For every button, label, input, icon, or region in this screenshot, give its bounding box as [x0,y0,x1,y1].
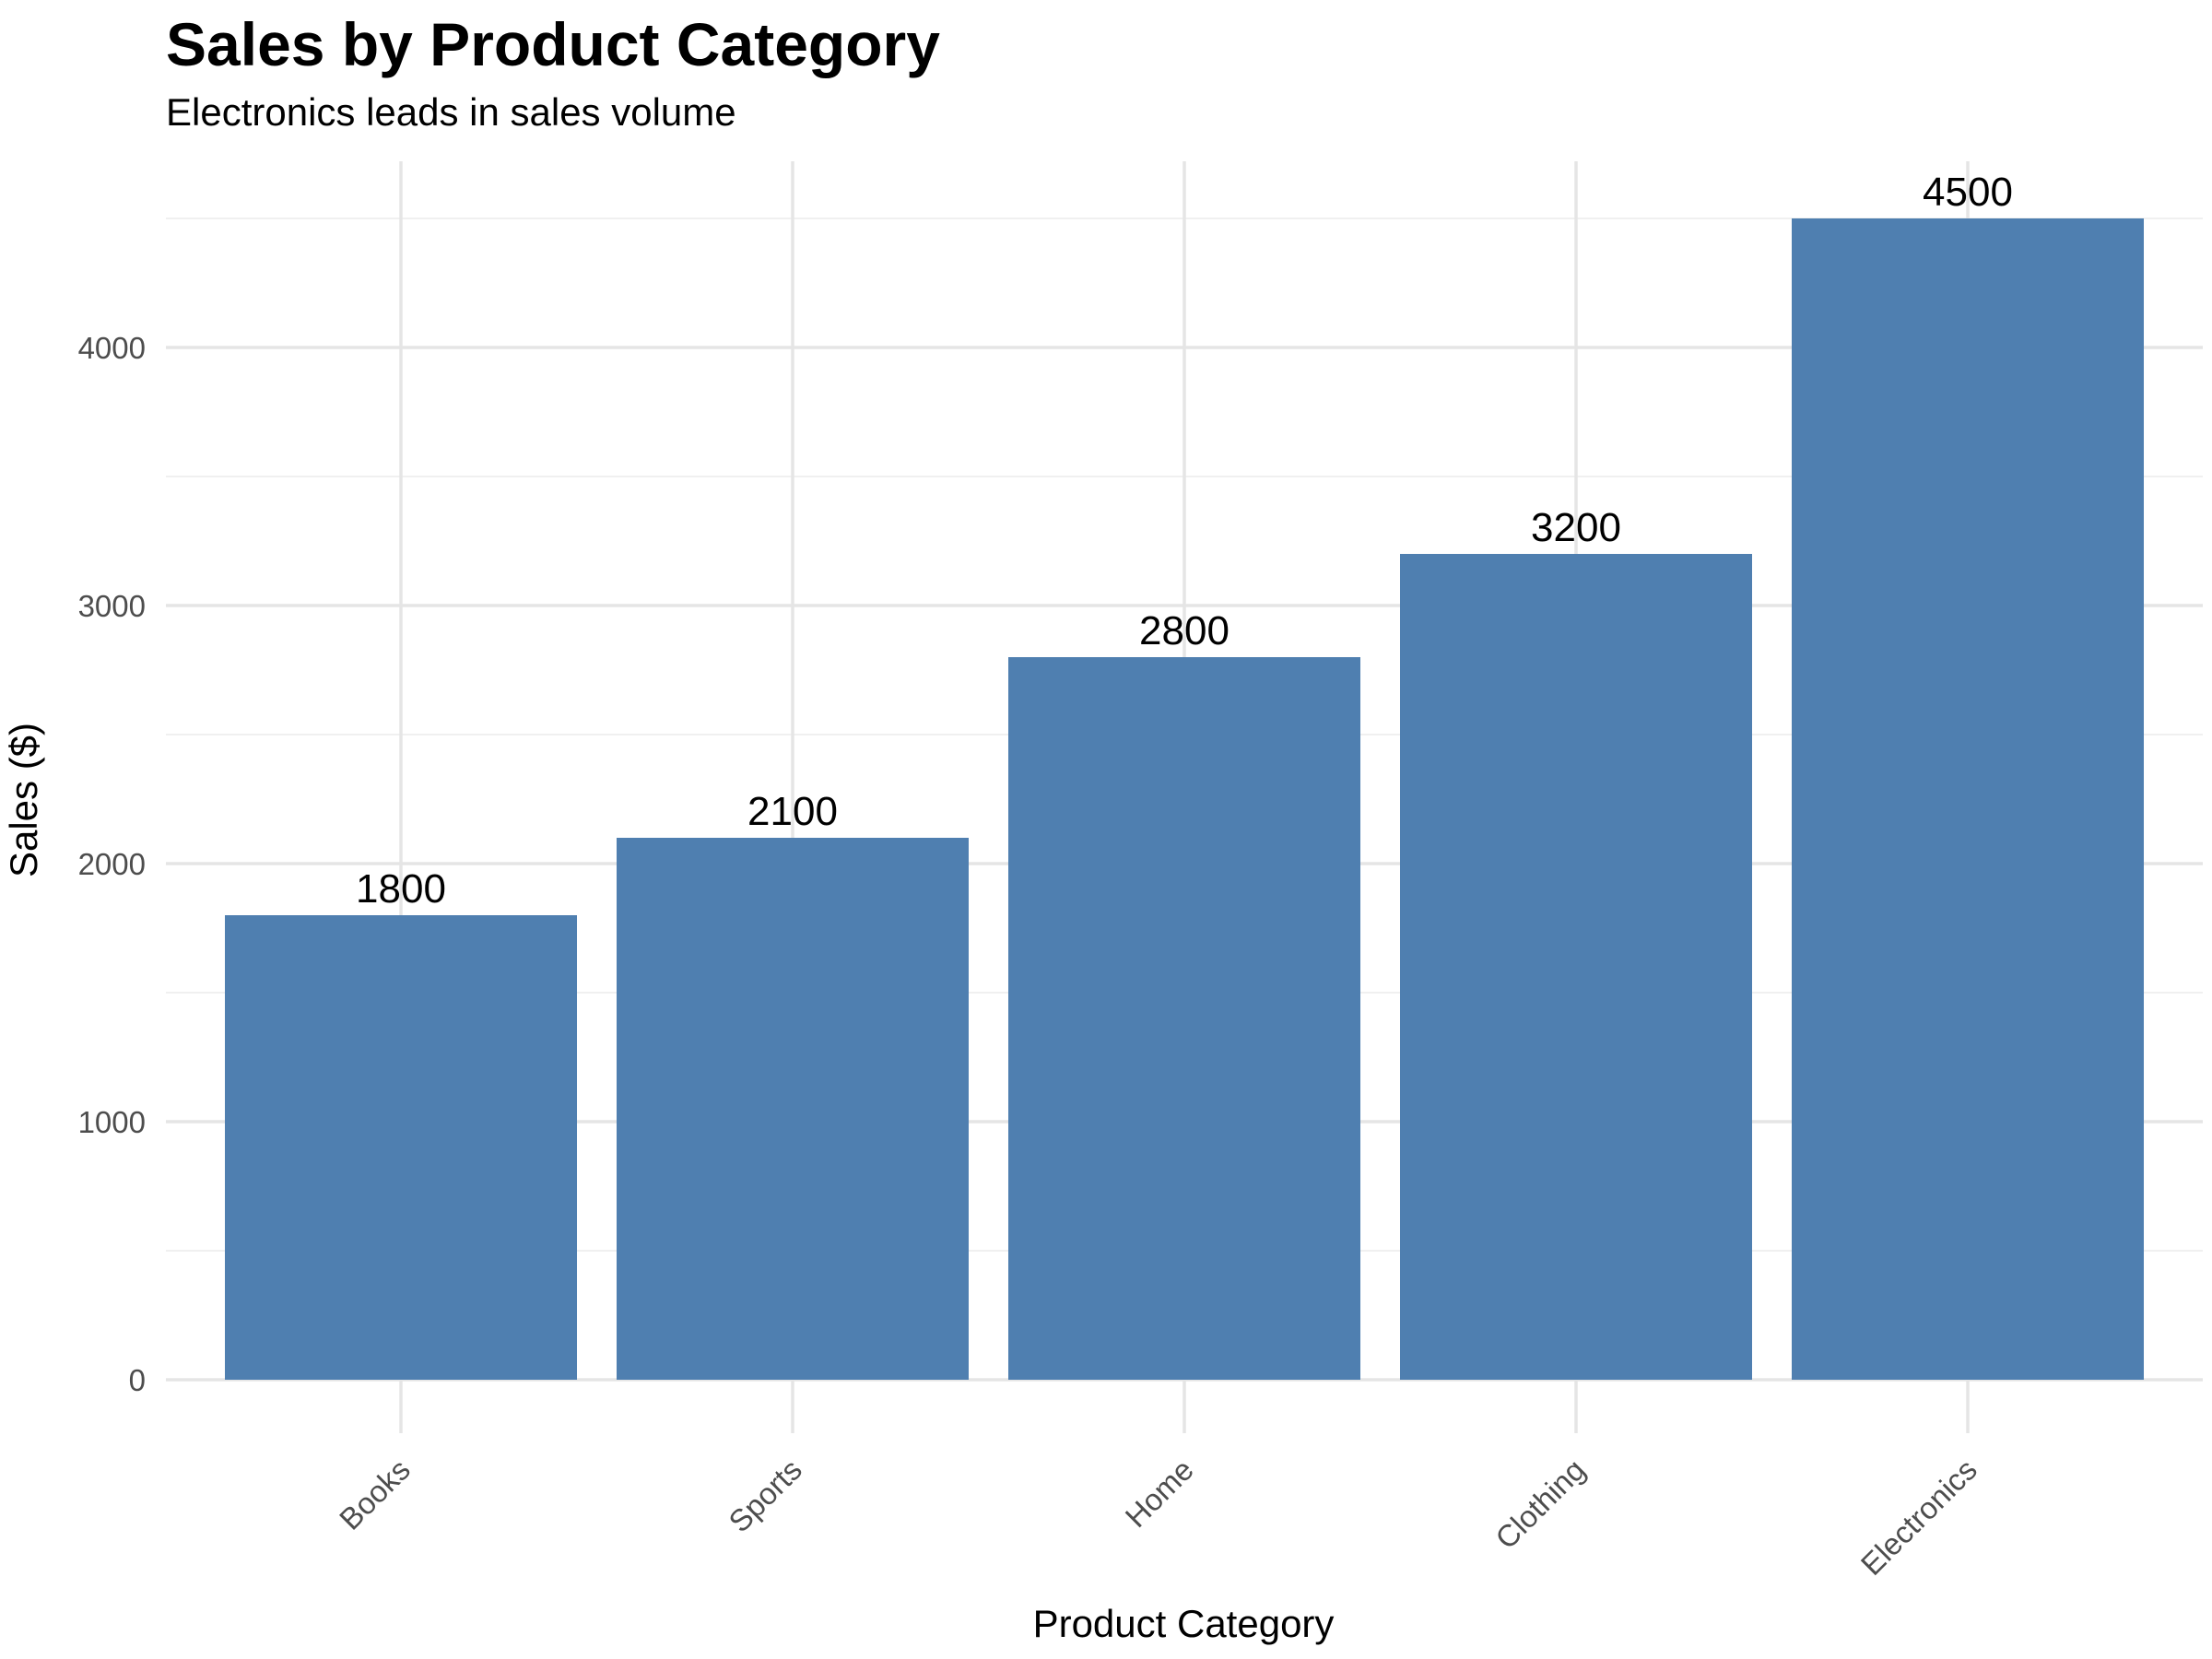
x-tick-label-electronics: Electronics [1854,1453,1983,1582]
data-label-electronics: 4500 [1923,170,2013,215]
x-tick-label-books: Books [333,1453,417,1536]
y-axis-title: Sales ($) [2,723,45,877]
y-tick-label: 1000 [78,1105,146,1139]
data-labels: 1800 2100 2800 3200 4500 [356,170,2013,912]
bar-home [1008,657,1360,1380]
y-tick-label: 3000 [78,589,146,623]
chart-title: Sales by Product Category [166,10,940,78]
x-tick-label-home: Home [1119,1453,1200,1534]
y-tick-label: 2000 [78,847,146,881]
x-axis-ticks: Books Sports Home Clothing Electronics [333,1453,1983,1582]
bar-clothing [1400,554,1752,1380]
bar-sports [617,838,969,1380]
x-tick-label-sports: Sports [722,1453,808,1539]
y-axis-ticks: 0 1000 2000 3000 4000 [78,331,146,1397]
data-label-sports: 2100 [747,789,838,834]
bar-electronics [1792,218,2144,1380]
y-tick-label: 0 [129,1363,146,1397]
x-tick-label-clothing: Clothing [1488,1453,1592,1556]
y-tick-label: 4000 [78,331,146,365]
x-axis-title: Product Category [1033,1602,1335,1645]
data-label-home: 2800 [1139,608,1230,653]
chart-subtitle: Electronics leads in sales volume [166,90,736,134]
data-label-books: 1800 [356,866,446,912]
bar-books [225,915,577,1380]
bars [225,218,2144,1380]
data-label-clothing: 3200 [1531,505,1621,550]
